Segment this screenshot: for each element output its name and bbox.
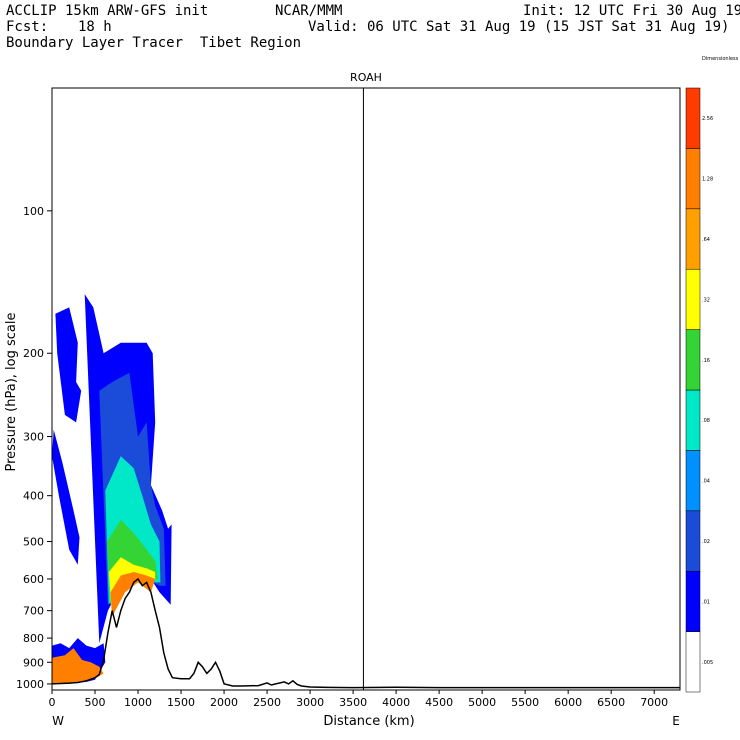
x-tick-label-7000: 7000 bbox=[640, 696, 668, 709]
y-tick-label-200: 200 bbox=[23, 347, 44, 360]
x-tick-label-6500: 6500 bbox=[597, 696, 625, 709]
y-tick-label-900: 900 bbox=[23, 656, 44, 669]
tracer-region-surface-orange bbox=[52, 648, 104, 684]
colorbar-swatch-9 bbox=[685, 87, 701, 149]
colorbar-swatch-2 bbox=[685, 510, 701, 572]
valid-time: Valid: 06 UTC Sat 31 Aug 19 (15 JST Sat … bbox=[308, 19, 730, 35]
x-axis-label: Distance (km) bbox=[323, 714, 414, 729]
colorbar-swatch-4 bbox=[685, 389, 701, 451]
plot-frame bbox=[51, 87, 681, 691]
y-axis-label: Pressure (hPa), log scale bbox=[4, 313, 19, 472]
x-tick-label-0: 0 bbox=[49, 696, 56, 709]
colorbar-label-9: 2.56 bbox=[702, 116, 713, 122]
colorbar-label-4: .08 bbox=[702, 418, 710, 424]
x-tick-label-1500: 1500 bbox=[167, 696, 195, 709]
x-tick-label-3000: 3000 bbox=[296, 696, 324, 709]
colorbar-swatch-5 bbox=[685, 329, 701, 391]
y-tick-label-300: 300 bbox=[23, 431, 44, 444]
x-tick-label-6000: 6000 bbox=[554, 696, 582, 709]
y-tick-label-400: 400 bbox=[23, 490, 44, 503]
terrain-layer bbox=[51, 577, 680, 689]
y-tick-label-100: 100 bbox=[23, 205, 44, 218]
tracer-regions bbox=[52, 294, 172, 684]
x-tick-label-2000: 2000 bbox=[210, 696, 238, 709]
y-tick-label-1000: 1000 bbox=[16, 678, 44, 691]
colorbar-swatch-7 bbox=[685, 208, 701, 270]
x-tick-label-5500: 5500 bbox=[511, 696, 539, 709]
colorbar-label-10: Dimensionless bbox=[702, 56, 739, 62]
x-tick-label-3500: 3500 bbox=[339, 696, 367, 709]
y-tick-label-500: 500 bbox=[23, 536, 44, 549]
terrain-line bbox=[51, 577, 680, 689]
colorbar-label-6: .32 bbox=[702, 297, 710, 303]
y-axis: 100 200 300 400 500 600 700 800 900 1000 bbox=[16, 205, 52, 691]
y-tick-label-600: 600 bbox=[23, 573, 44, 586]
tracer-region-left-upper-plume bbox=[55, 307, 82, 423]
init-time: Init: 12 UTC Fri 30 Aug 19 bbox=[523, 3, 740, 19]
west-label: W bbox=[52, 714, 64, 728]
colorbar-label-8: 1.28 bbox=[702, 177, 713, 183]
fcst-label: Fcst: bbox=[6, 19, 49, 35]
east-label: E bbox=[672, 714, 680, 728]
colorbar: .005 .01 .02 .04 .08 .16 .32 .64 1.28 2.56 Dimensi… bbox=[685, 56, 739, 693]
tracer-region-main-plume-yellow bbox=[108, 557, 156, 611]
x-tick-label-1000: 1000 bbox=[124, 696, 152, 709]
x-tick-label-500: 500 bbox=[85, 696, 106, 709]
y-tick-label-800: 800 bbox=[23, 632, 44, 645]
x-tick-label-4500: 4500 bbox=[425, 696, 453, 709]
colorbar-swatch-0 bbox=[685, 631, 701, 693]
fcst-value: 18 h bbox=[78, 19, 112, 35]
x-axis: 0 500 1000 1500 2000 2500 3000 3500 4000 4500 5000… bbox=[49, 690, 668, 709]
colorbar-label-0: .005 bbox=[702, 660, 713, 666]
colorbar-swatch-6 bbox=[685, 268, 701, 330]
colorbar-label-1: .01 bbox=[702, 599, 710, 605]
chart-title: ROAH bbox=[350, 71, 382, 84]
colorbar-label-7: .64 bbox=[702, 237, 710, 243]
model-title: ACCLIP 15km ARW-GFS init bbox=[6, 3, 209, 19]
x-tick-label-5000: 5000 bbox=[468, 696, 496, 709]
tracer-region-main-plume-orange bbox=[110, 572, 156, 617]
colorbar-label-3: .04 bbox=[702, 479, 710, 485]
colorbar-swatch-8 bbox=[685, 148, 701, 210]
colorbar-label-5: .16 bbox=[702, 358, 710, 364]
y-tick-label-700: 700 bbox=[23, 605, 44, 618]
org-label: NCAR/MMM bbox=[275, 3, 343, 19]
product-name: Boundary Layer Tracer Tibet Region bbox=[6, 35, 302, 51]
colorbar-label-2: .02 bbox=[702, 539, 710, 545]
x-tick-label-2500: 2500 bbox=[253, 696, 281, 709]
colorbar-swatch-1 bbox=[685, 570, 701, 632]
tracer-region-left-mid-plume bbox=[52, 429, 80, 565]
x-tick-label-4000: 4000 bbox=[382, 696, 410, 709]
colorbar-swatch-3 bbox=[685, 450, 701, 512]
